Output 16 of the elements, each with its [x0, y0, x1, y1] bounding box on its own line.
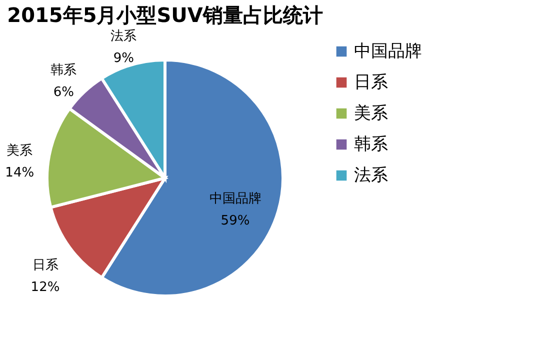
legend-label: 美系: [354, 104, 388, 124]
slice-label: 法系: [110, 28, 137, 44]
legend-label: 日系: [354, 72, 388, 92]
data-label: 9%: [113, 50, 134, 66]
data-label: 59%: [220, 213, 250, 228]
data-label: 6%: [53, 85, 74, 100]
legend-label: 韩系: [354, 134, 388, 154]
slice-label: 韩系: [50, 63, 77, 78]
slice-label: 中国品牌: [209, 191, 262, 206]
legend-label: 中国品牌: [354, 42, 422, 62]
slice-label: 日系: [32, 258, 58, 273]
slice-label: 美系: [6, 142, 33, 158]
data-label: 12%: [30, 280, 60, 295]
legend-label: 法系: [354, 166, 388, 186]
data-label: 14%: [5, 165, 34, 180]
chart-title: 2015年5月小型SUV销量占比统计: [7, 2, 323, 27]
